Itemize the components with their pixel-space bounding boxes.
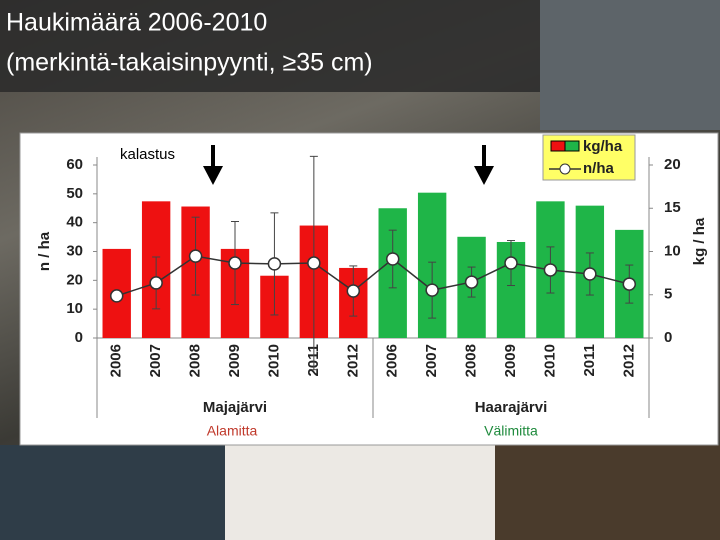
marker [109,289,124,303]
legend-label: n/ha [583,160,614,177]
y-tick-label: 50 [66,185,83,202]
x-tick-label: 2009 [226,344,243,377]
x-tick-label: 2011 [581,344,598,377]
y2-tick-label: 20 [664,156,681,173]
y-tick-label: 40 [66,214,83,231]
photo-patch [540,0,720,130]
marker [346,284,361,298]
marker [425,283,439,297]
annotation: Alamitta [207,423,258,439]
x-tick-label: 2006 [108,344,125,377]
legend-label: kg/ha [583,138,623,155]
title: Haukimäärä 2006-2010 [6,9,267,37]
x-tick-label: 2007 [423,344,440,377]
marker [385,252,400,266]
marker [228,256,242,270]
photo-patch [0,445,225,540]
legend-marker [559,163,571,175]
marker [188,249,203,263]
group-label: Majajärvi [203,399,267,416]
y-axis-label: n / ha [36,231,53,271]
y-tick-label: 60 [66,156,83,173]
x-tick-label: 2011 [305,344,322,377]
x-tick-label: 2012 [620,344,637,377]
title-backdrop [0,0,545,92]
y-tick-label: 10 [66,300,83,317]
marker [307,256,321,270]
marker [149,276,163,290]
marker [622,277,637,291]
title: (merkintä-takaisinpyynti, ≥35 cm) [6,49,373,77]
x-tick-label: 2012 [344,344,361,377]
marker [504,256,518,270]
photo-patch [495,445,720,540]
marker [464,275,479,289]
y-tick-label: 30 [66,242,83,259]
x-tick-label: 2008 [463,344,480,377]
legend-swatch [564,140,580,152]
x-tick-label: 2010 [265,344,282,377]
annotation: Välimitta [484,423,538,439]
y2-tick-label: 15 [664,199,681,216]
annotation: kalastus [120,146,175,163]
marker [267,257,282,271]
y2-tick-label: 0 [664,329,672,346]
y2-axis-label: kg / ha [691,217,708,265]
y2-tick-label: 10 [664,242,681,259]
arrow-head [203,166,223,185]
marker [583,267,597,281]
x-tick-label: 2008 [187,344,204,377]
x-tick-label: 2009 [502,344,519,377]
x-tick-label: 2007 [147,344,164,377]
marker [543,263,558,277]
group-label: Haarajärvi [475,399,548,416]
x-tick-label: 2006 [384,344,401,377]
y-tick-label: 20 [66,271,83,288]
x-tick-label: 2010 [541,344,558,377]
legend-swatch [550,140,566,152]
y-tick-label: 0 [75,329,83,346]
y2-tick-label: 5 [664,286,672,303]
arrow-head [474,166,494,185]
photo-patch [225,445,495,540]
